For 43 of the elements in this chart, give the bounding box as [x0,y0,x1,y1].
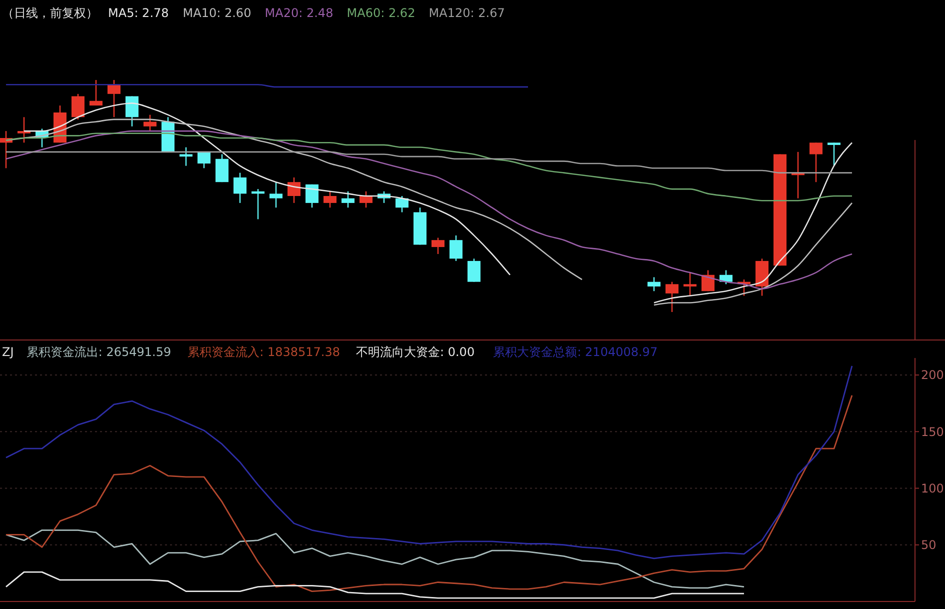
text: MA20: 2.48 [264,6,334,20]
candlestick [144,114,156,132]
text: MA10: 2.60 [182,6,252,20]
y-tick-label: 50 [921,538,936,552]
y-tick-label: 150 [921,424,944,439]
candlestick [324,190,336,208]
line-series [5,571,745,599]
candlestick [18,116,30,144]
candlestick [234,172,246,204]
text: MA60: 2.62 [346,6,416,20]
candlestick [360,190,372,208]
candlestick [450,234,462,262]
y-tick-label: 200 [921,368,944,382]
candlestick [180,146,192,166]
text: 累积资金流出: 265491.59 [26,345,172,359]
candlestick [468,258,480,282]
candlestick [270,181,282,208]
candlestick [666,281,678,313]
chart-title: （日线，前复权） [2,6,98,20]
candlestick [72,93,84,120]
candlestick [810,142,822,183]
text: MA5: 2.78 [108,6,169,20]
candlestick [684,272,696,296]
chart-title: ZJ [2,345,14,359]
text: MA120: 2.67 [428,6,505,20]
candlestick [126,96,138,127]
line-series [5,394,853,592]
y-tick-label: 100 [921,481,944,496]
line-series [5,529,745,589]
candlestick [396,195,408,213]
candlestick [432,237,444,255]
candlestick [90,79,102,106]
candlestick [198,151,210,169]
candlestick [108,79,120,118]
candlestick [342,190,354,208]
candlestick [216,154,228,183]
line-series [5,365,853,560]
text: 累积资金流入: 1838517.38 [188,345,340,359]
candlestick [288,176,300,204]
text: 不明流向大资金: 0.00 [356,345,475,359]
candlestick [828,142,840,166]
candlestick [648,276,660,292]
text: 累积大资金总额: 2104008.97 [493,345,658,359]
